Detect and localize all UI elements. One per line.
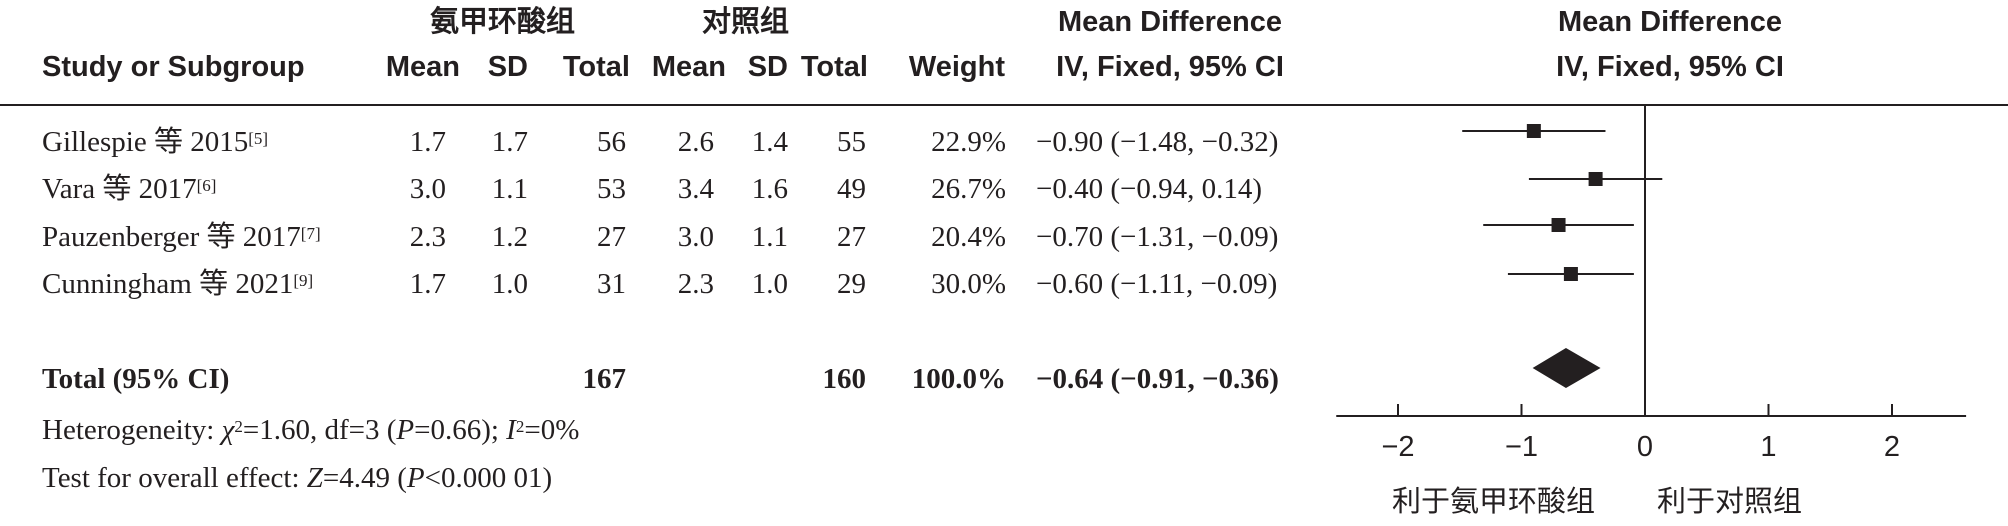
treatment-total-sum: 167: [582, 363, 627, 395]
favours-control-label: 利于对照组: [1657, 486, 1803, 518]
x-tick-label: −1: [1505, 431, 1538, 463]
treatment-mean: 2.3: [409, 221, 446, 253]
control-total: 49: [837, 173, 866, 205]
control-sd: 1.1: [751, 221, 788, 253]
control-total: 55: [837, 126, 866, 158]
study-name: Vara 等 2017[6]: [42, 173, 217, 205]
treatment-total: 56: [597, 126, 626, 158]
treatment-sd: 1.0: [491, 268, 528, 300]
treatment-sd: 1.7: [491, 126, 528, 158]
total-weight: 100.0%: [911, 363, 1006, 395]
control-total: 27: [837, 221, 866, 253]
control-total: 29: [837, 268, 866, 300]
mean-difference-header: Mean Difference: [1057, 6, 1282, 38]
control-group-header: 对照组: [702, 6, 790, 38]
plot-method-header: IV, Fixed, 95% CI: [1556, 51, 1784, 83]
x-tick-label: 1: [1760, 431, 1776, 463]
study-name: Gillespie 等 2015[5]: [42, 126, 269, 158]
control-sd: 1.6: [751, 173, 788, 205]
favours-treatment-label: 利于氨甲环酸组: [1392, 486, 1596, 518]
study-reference: [6]: [196, 176, 217, 195]
study-name: Pauzenberger 等 2017[7]: [42, 221, 321, 253]
treatment-mean-header: Mean: [385, 51, 460, 83]
study-md-ci: −0.90 (−1.48, −0.32): [1036, 126, 1279, 158]
md-method-header: IV, Fixed, 95% CI: [1056, 51, 1284, 83]
x-tick-label: −2: [1381, 431, 1414, 463]
total-label: Total (95% CI): [42, 363, 230, 395]
study-reference: [9]: [293, 271, 314, 290]
study-name: Cunningham 等 2021[9]: [42, 268, 314, 300]
treatment-total-header: Total: [562, 51, 630, 83]
treatment-sd: 1.2: [491, 221, 528, 253]
study-reference: [5]: [248, 129, 269, 148]
study-md-ci: −0.70 (−1.31, −0.09): [1036, 221, 1279, 253]
study-point-estimate: [1588, 172, 1603, 186]
study-point-estimate: [1551, 218, 1566, 232]
plot-layer: −2 −1 0 1 2: [1336, 105, 1967, 463]
x-tick-label: 2: [1884, 431, 1900, 463]
control-mean: 3.4: [677, 173, 714, 205]
treatment-group-header: 氨甲环酸组: [430, 6, 576, 38]
pooled-estimate-diamond: [1532, 348, 1601, 388]
study-weight: 30.0%: [931, 268, 1006, 300]
control-mean: 2.3: [677, 268, 714, 300]
control-sd: 1.4: [751, 126, 788, 158]
control-total-header: Total: [800, 51, 868, 83]
study-weight: 26.7%: [931, 173, 1006, 205]
study-reference: [7]: [300, 224, 321, 243]
control-mean-header: Mean: [651, 51, 726, 83]
control-sd: 1.0: [751, 268, 788, 300]
control-mean: 3.0: [677, 221, 714, 253]
study-md-ci: −0.60 (−1.11, −0.09): [1036, 268, 1278, 300]
pooled-md-ci: −0.64 (−0.91, −0.36): [1036, 363, 1279, 395]
study-point-estimate: [1563, 267, 1578, 281]
study-weight: 20.4%: [931, 221, 1006, 253]
heterogeneity-statistic: Heterogeneity: χ2=1.60, df=3 (P=0.66); I…: [42, 414, 580, 446]
treatment-sd: 1.1: [491, 173, 528, 205]
weight-header: Weight: [908, 51, 1005, 83]
study-weight: 22.9%: [931, 126, 1006, 158]
control-sd-header: SD: [747, 51, 788, 83]
treatment-mean: 3.0: [409, 173, 446, 205]
control-mean: 2.6: [677, 126, 714, 158]
treatment-total: 53: [597, 173, 626, 205]
treatment-sd-header: SD: [487, 51, 528, 83]
x-tick-label: 0: [1637, 431, 1653, 463]
control-total-sum: 160: [822, 363, 867, 395]
treatment-mean: 1.7: [409, 126, 446, 158]
treatment-total: 31: [597, 268, 626, 300]
treatment-total: 27: [597, 221, 626, 253]
study-md-ci: −0.40 (−0.94, 0.14): [1036, 173, 1263, 205]
study-point-estimate: [1526, 124, 1541, 138]
overall-effect-test: Test for overall effect: Z=4.49 (P<0.000…: [42, 462, 553, 494]
treatment-mean: 1.7: [409, 268, 446, 300]
plot-title-header: Mean Difference: [1557, 6, 1782, 38]
study-column-header: Study or Subgroup: [42, 51, 305, 83]
